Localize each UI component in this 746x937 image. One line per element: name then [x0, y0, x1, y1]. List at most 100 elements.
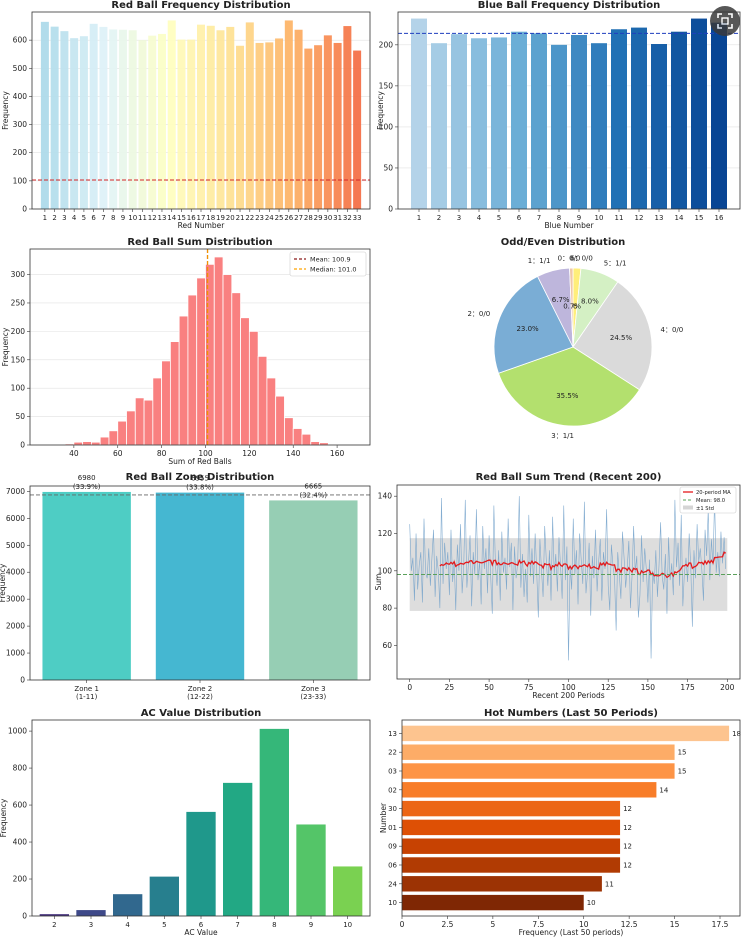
x-tick-label: 4 [72, 214, 77, 222]
chart-title: Red Ball Sum Distribution [127, 237, 272, 248]
chart-title: Hot Numbers (Last 50 Periods) [484, 708, 658, 719]
histogram-bar [310, 441, 320, 446]
x-tick-label: 11 [615, 214, 624, 222]
bar [118, 29, 127, 210]
x-tick-label: 140 [286, 449, 301, 458]
y-tick-label: 200 [11, 327, 26, 336]
bar [186, 811, 216, 916]
y-tick-label: 300 [13, 120, 28, 129]
plot-frame [396, 484, 741, 680]
histogram-bar [73, 441, 84, 446]
y-tick-label: 140 [378, 492, 393, 501]
chart-title: Red Ball Sum Trend (Recent 200) [476, 472, 662, 483]
bar-value-label: 15 [678, 768, 687, 776]
bar [411, 18, 427, 209]
bar [128, 30, 137, 209]
screenshot-button[interactable] [710, 6, 740, 36]
x-tick-label: 2 [52, 214, 56, 222]
bar [491, 37, 507, 210]
bar [402, 763, 675, 779]
x-tick-label: 100 [561, 683, 576, 692]
x-tick-label: 1 [417, 214, 421, 222]
bar [148, 35, 157, 209]
x-tick-label: 0 [407, 683, 412, 692]
x-tick-label: Zone 1 [74, 685, 99, 693]
legend-label-mean: Mean: 100.9 [310, 256, 351, 264]
histogram-bar [178, 315, 189, 446]
bar [157, 33, 166, 209]
chart-ac-value: AC Value Distribution 0 200 400 600 800 1000 2 3… [0, 708, 371, 937]
pie-slice [493, 275, 574, 374]
x-tick-label: 24 [265, 214, 274, 222]
pie-category-label: 2：0/0 [467, 310, 490, 318]
x-tick-label: 5 [490, 920, 495, 929]
histogram-bar [143, 399, 154, 446]
legend-label-mean: Mean: 98.0 [696, 498, 725, 504]
y-tick-label: 01 [388, 824, 397, 832]
y-axis-label: Number [379, 802, 388, 833]
bar [76, 910, 106, 916]
x-tick-label: 25 [275, 214, 284, 222]
x-tick-label: 150 [641, 683, 656, 692]
x-axis-label: Sum of Red Balls [168, 457, 231, 466]
y-tick-label: 150 [379, 81, 394, 90]
x-tick-label: 8 [557, 214, 561, 222]
bar [343, 26, 352, 210]
bar [70, 38, 79, 210]
bar-value-label: 6665 [304, 482, 322, 490]
bar [323, 35, 332, 210]
bar-value-label: 6955 [191, 475, 209, 483]
x-tick-label: 4 [477, 214, 482, 222]
x-tick-label: 6 [91, 214, 96, 222]
y-axis-label: Frequency [0, 798, 8, 837]
x-tick-sublabel: (1-11) [76, 693, 98, 701]
bar [113, 894, 143, 916]
pie-category-label: 3：1/1 [551, 432, 574, 440]
x-tick-label: 26 [284, 214, 293, 222]
x-tick-label: 27 [294, 214, 303, 222]
y-tick-label: 300 [11, 270, 26, 279]
pie-percent-label: 0.7% [563, 302, 581, 310]
chart-blue-ball-frequency: Blue Ball Frequency Distribution05010015… [376, 0, 741, 230]
x-tick-label: 29 [314, 214, 323, 222]
x-tick-label: 2 [52, 921, 56, 929]
plot-frame [31, 11, 371, 210]
chart-red-ball-zone: Red Ball Zone Distribution 0 1000 2000 3000 4… [0, 472, 371, 701]
bar [651, 44, 667, 210]
bar [89, 23, 98, 209]
chart-title: Odd/Even Distribution [501, 237, 626, 248]
y-tick-label: 800 [13, 764, 28, 773]
y-tick-label: 100 [378, 566, 393, 575]
chart-title: AC Value Distribution [141, 708, 262, 719]
x-tick-label: 10 [343, 921, 352, 929]
x-tick-label: 80 [157, 449, 167, 458]
x-tick-label: 0 [400, 920, 405, 929]
bar-value-label: 10 [587, 899, 596, 907]
bar [531, 33, 547, 209]
y-axis-label: Frequency [0, 563, 7, 602]
x-tick-label: 16 [715, 214, 724, 222]
histogram-bar [196, 277, 206, 446]
chart-title: Red Ball Frequency Distribution [111, 0, 290, 11]
x-tick-label: 32 [343, 214, 352, 222]
x-tick-label: 28 [304, 214, 313, 222]
bar [40, 21, 49, 209]
bar [402, 838, 621, 854]
y-tick-label: 400 [13, 838, 28, 847]
y-axis-label: Frequency [1, 91, 10, 130]
y-tick-label: 0 [20, 441, 25, 450]
y-tick-label: 0 [388, 205, 393, 214]
histogram-bar [301, 433, 312, 446]
histogram-bar [240, 317, 250, 446]
pie-percent-label: 35.5% [556, 392, 579, 400]
bar [551, 44, 567, 210]
histogram-bar [91, 441, 101, 446]
pie-category-label: 1：1/1 [528, 257, 551, 265]
histogram-bar [161, 360, 171, 446]
pie-percent-label: 8.0% [581, 298, 599, 306]
chart-red-ball-frequency: Red Ball Frequency Distribution 0 100 200 30… [1, 0, 371, 230]
bar [167, 20, 176, 210]
x-tick-label: 10 [595, 214, 604, 222]
x-tick-label: 15 [177, 214, 186, 222]
bar [402, 819, 621, 836]
